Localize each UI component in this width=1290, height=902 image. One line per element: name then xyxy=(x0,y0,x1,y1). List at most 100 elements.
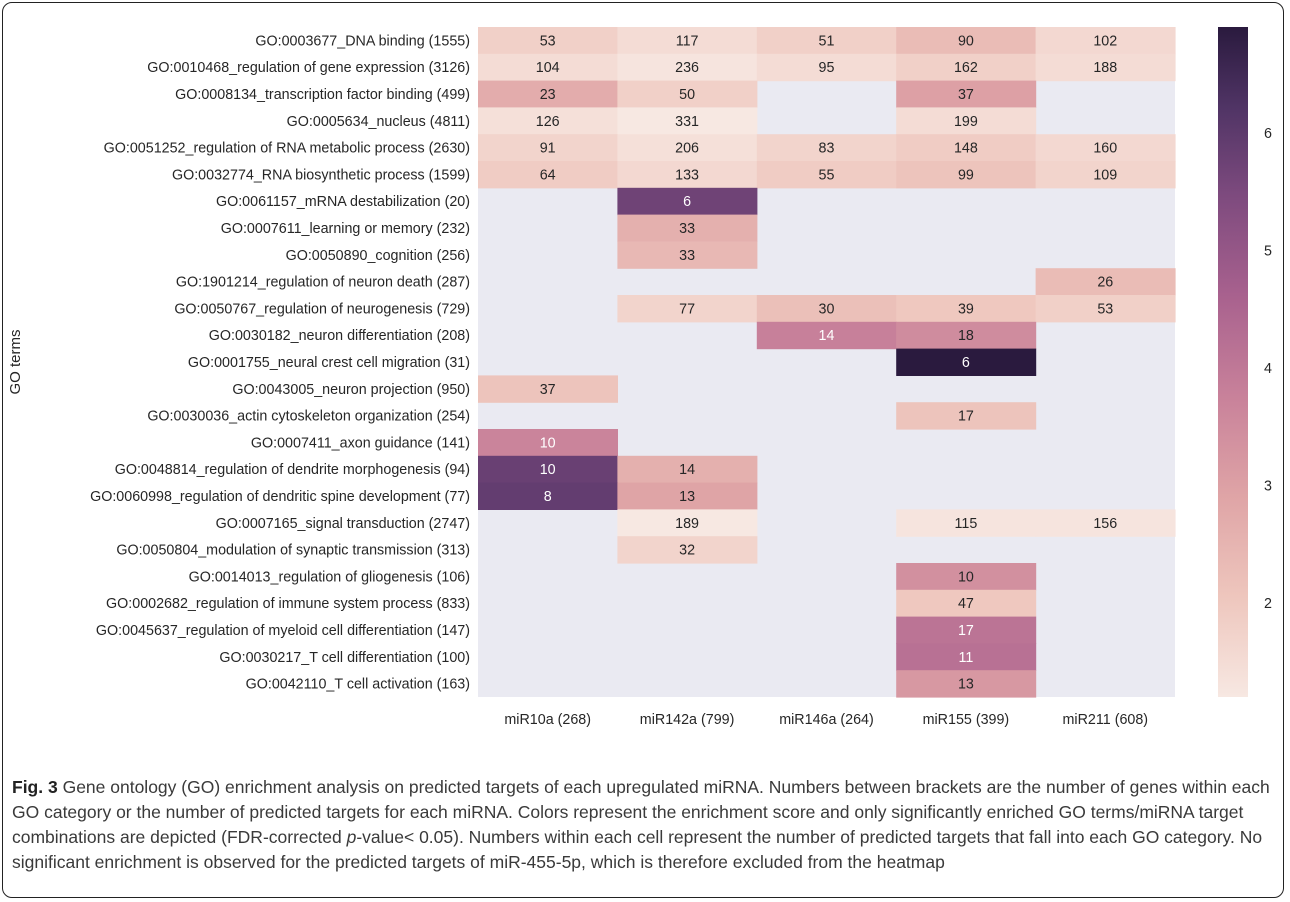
heatmap-cell xyxy=(478,27,618,55)
row-label: GO:0008134_transcription factor binding … xyxy=(175,87,470,103)
cell-value-label: 11 xyxy=(958,650,973,666)
heatmap-cell xyxy=(896,134,1037,162)
row-label: GO:0032774_RNA biosynthetic process (159… xyxy=(172,167,470,183)
cell-value-label: 156 xyxy=(1093,516,1117,532)
row-label: GO:0007611_learning or memory (232) xyxy=(221,221,470,237)
row-label: GO:0050890_cognition (256) xyxy=(286,248,470,264)
cell-value-label: 39 xyxy=(958,301,974,317)
heatmap-cell xyxy=(617,80,758,108)
row-label: GO:0030217_T cell differentiation (100) xyxy=(219,650,470,666)
heatmap-cell xyxy=(756,161,897,189)
cell-value-label: 10 xyxy=(958,569,974,585)
cell-value-label: 18 xyxy=(958,328,974,344)
caption-text-2: -value< 0.05). Numbers within each cell … xyxy=(12,827,1263,872)
heatmap-cell xyxy=(896,509,1037,537)
heatmap-cell xyxy=(617,536,758,564)
cell-value-label: 14 xyxy=(679,462,695,478)
colorbar-tick-label: 2 xyxy=(1264,596,1272,612)
cell-value-label: 236 xyxy=(675,60,699,76)
heatmap-cell xyxy=(1035,134,1176,162)
heatmap-cell xyxy=(896,643,1037,671)
heatmap-cell xyxy=(1035,161,1176,189)
cell-value-label: 91 xyxy=(540,141,556,157)
row-label: GO:0051252_regulation of RNA metabolic p… xyxy=(104,141,470,157)
row-label: GO:0014013_regulation of gliogenesis (10… xyxy=(189,569,470,585)
heatmap-cell xyxy=(617,27,758,55)
heatmap-cell xyxy=(756,321,897,350)
column-label: miR146a (264) xyxy=(779,712,874,728)
column-label: miR142a (799) xyxy=(640,712,735,728)
row-label: GO:0007165_signal transduction (2747) xyxy=(216,516,470,532)
row-label: GO:0042110_T cell activation (163) xyxy=(246,677,470,693)
cell-value-label: 109 xyxy=(1093,167,1117,183)
cell-value-label: 206 xyxy=(675,141,699,157)
cell-value-label: 126 xyxy=(536,114,560,130)
heatmap-cell xyxy=(1035,53,1176,82)
heatmap-cell xyxy=(896,402,1037,430)
heatmap-cell xyxy=(1035,27,1176,55)
cell-value-label: 90 xyxy=(958,33,974,49)
caption-text-1: Gene ontology (GO) enrichment analysis o… xyxy=(12,777,1270,847)
cell-value-label: 83 xyxy=(819,141,835,157)
heatmap-cell xyxy=(896,107,1037,135)
cell-value-label: 117 xyxy=(676,33,699,49)
figure-caption: Fig. 3 Gene ontology (GO) enrichment ana… xyxy=(12,775,1272,875)
cell-value-label: 23 xyxy=(540,87,556,103)
row-label: GO:0043005_neuron projection (950) xyxy=(232,382,470,398)
heatmap-cell xyxy=(1035,509,1176,537)
heatmap-cell xyxy=(617,241,758,269)
cell-value-label: 53 xyxy=(1097,301,1113,317)
colorbar-tick-label: 6 xyxy=(1264,126,1272,142)
cell-value-label: 37 xyxy=(958,87,974,103)
cell-value-label: 188 xyxy=(1093,60,1117,76)
row-label: GO:0001755_neural crest cell migration (… xyxy=(188,355,470,371)
cell-value-label: 47 xyxy=(958,596,974,612)
row-label: GO:0003677_DNA binding (1555) xyxy=(255,33,470,49)
cell-value-label: 104 xyxy=(536,60,560,76)
heatmap-cell xyxy=(617,214,758,242)
row-label: GO:0030036_actin cytoskeleton organizati… xyxy=(147,409,470,425)
cell-value-label: 331 xyxy=(675,114,699,130)
y-axis-label: GO terms xyxy=(7,329,24,394)
heatmap-cell xyxy=(617,134,758,162)
heatmap-cell xyxy=(896,27,1037,55)
cell-value-label: 6 xyxy=(683,194,691,210)
cell-value-label: 199 xyxy=(954,114,978,130)
heatmap-cell xyxy=(756,27,897,55)
row-label: GO:0007411_axon guidance (141) xyxy=(251,435,470,451)
heatmap-cell xyxy=(478,455,618,484)
heatmap-cell xyxy=(478,429,618,457)
heatmap-cell xyxy=(1035,295,1176,323)
heatmap-cell xyxy=(617,187,758,216)
cell-value-label: 55 xyxy=(819,167,835,183)
cell-value-label: 95 xyxy=(819,60,835,76)
cell-value-label: 133 xyxy=(675,167,699,183)
cell-value-label: 189 xyxy=(675,516,699,532)
row-label: GO:0010468_regulation of gene expression… xyxy=(147,60,470,76)
cell-value-label: 13 xyxy=(679,489,695,505)
heatmap-cell xyxy=(756,134,897,162)
row-label: GO:0045637_regulation of myeloid cell di… xyxy=(96,623,470,639)
heatmap-cell xyxy=(896,563,1037,591)
cell-value-label: 14 xyxy=(819,328,835,344)
cell-value-label: 50 xyxy=(679,87,695,103)
column-label: miR10a (268) xyxy=(504,712,591,728)
colorbar-tick-label: 3 xyxy=(1264,478,1272,494)
cell-value-label: 37 xyxy=(540,382,556,398)
row-label: GO:0050804_modulation of synaptic transm… xyxy=(116,543,470,559)
cell-value-label: 162 xyxy=(954,60,978,76)
heatmap-cell xyxy=(617,482,758,510)
heatmap-cell xyxy=(478,80,618,108)
colorbar-ticks: 2 3 4 5 6 xyxy=(1264,126,1272,612)
heatmap-cell xyxy=(617,107,758,135)
column-label: miR211 (608) xyxy=(1063,712,1149,728)
row-label: GO:0030182_neuron differentiation (208) xyxy=(209,328,470,344)
heatmap-cell xyxy=(478,107,618,135)
row-label: GO:0060998_regulation of dendritic spine… xyxy=(90,489,470,505)
heatmap-cell xyxy=(478,53,618,82)
colorbar xyxy=(1218,27,1248,697)
cell-value-label: 8 xyxy=(544,489,552,505)
heatmap-cell xyxy=(478,482,618,510)
